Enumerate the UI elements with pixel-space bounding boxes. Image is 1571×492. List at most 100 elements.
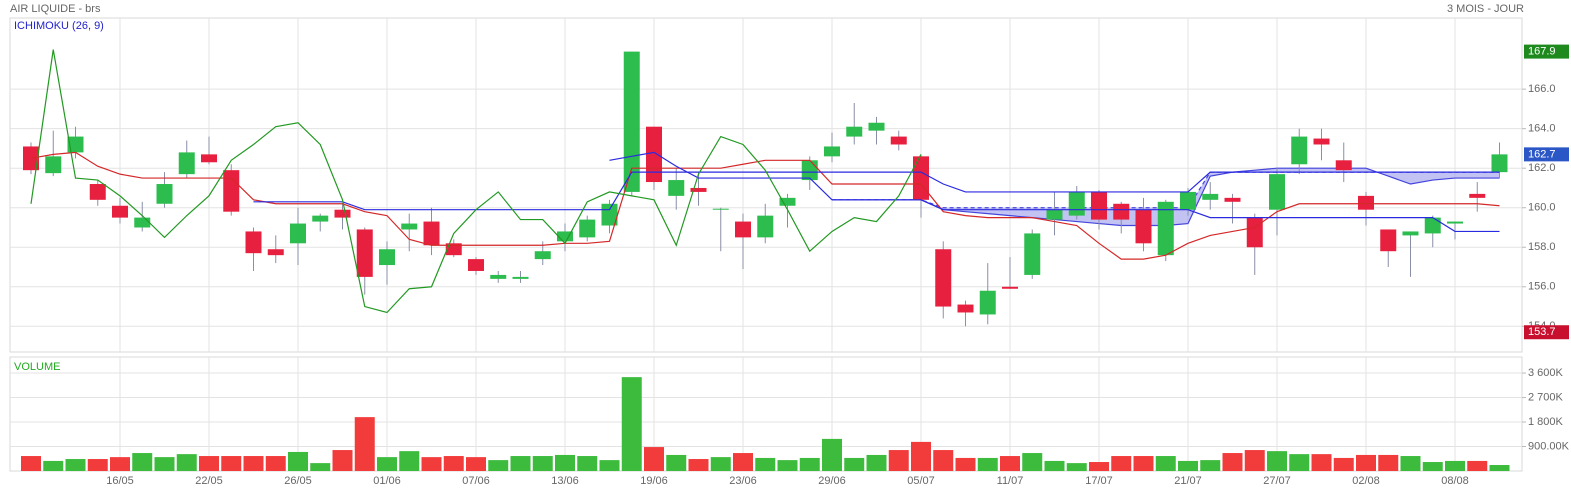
candle-body xyxy=(646,126,662,183)
indicator-label: ICHIMOKU (26, 9) xyxy=(14,20,104,32)
volume-bar xyxy=(354,417,375,471)
volume-bar xyxy=(43,460,64,471)
candle-body xyxy=(512,276,529,279)
volume-bar xyxy=(1155,456,1176,471)
volume-bar xyxy=(1178,460,1198,471)
cloud xyxy=(832,168,1500,226)
candle-body xyxy=(1291,136,1308,165)
volume-bar xyxy=(621,377,642,471)
x-tick-label: 23/06 xyxy=(729,475,757,487)
volume-bar xyxy=(644,447,664,471)
volume-bar xyxy=(288,451,308,471)
candle-body xyxy=(868,122,885,131)
volume-bar xyxy=(799,457,820,471)
candle-body xyxy=(534,251,551,260)
candle-body xyxy=(846,126,863,137)
candle-body xyxy=(379,249,395,266)
y-tick-label: 156.0 xyxy=(1528,281,1556,293)
candle-body xyxy=(134,217,151,228)
candle-body xyxy=(67,136,84,153)
volume-bar xyxy=(755,457,776,471)
candle-body xyxy=(824,146,840,157)
volume-bar xyxy=(955,457,976,471)
candle-body xyxy=(801,160,818,181)
candle-body xyxy=(156,184,173,204)
volume-bar xyxy=(1422,462,1443,471)
volume-bar xyxy=(488,460,509,471)
volume-bar xyxy=(1378,454,1399,471)
volume-bar xyxy=(933,450,954,471)
candle-body xyxy=(1113,203,1130,220)
y-tick-label: 164.0 xyxy=(1528,123,1556,135)
volume-bar xyxy=(199,456,219,471)
volume-bar xyxy=(176,454,197,471)
volume-bar xyxy=(577,456,598,471)
candle-body xyxy=(557,231,573,242)
candle-body xyxy=(890,136,907,145)
volume-bar xyxy=(110,457,130,471)
candle-body xyxy=(312,215,329,222)
candle-body xyxy=(1358,195,1374,210)
candle-body xyxy=(1491,154,1508,173)
volume-bar xyxy=(1489,465,1510,471)
candle-body xyxy=(89,184,106,200)
y-tick-label: 166.0 xyxy=(1528,83,1556,95)
volume-bar xyxy=(21,456,41,471)
candle-body xyxy=(1202,193,1219,200)
candle-body xyxy=(1224,197,1241,202)
candle-body xyxy=(445,243,462,256)
candle-body xyxy=(935,249,952,307)
candle-body xyxy=(1335,160,1352,171)
x-tick-label: 01/06 xyxy=(373,475,401,487)
x-tick-label: 21/07 xyxy=(1174,475,1202,487)
volume-bar xyxy=(532,456,553,471)
price-marker-label: 162.7 xyxy=(1528,148,1556,160)
grid xyxy=(10,18,1522,471)
candle-body xyxy=(112,205,128,218)
volume-bar xyxy=(243,456,264,471)
volume-bar xyxy=(1000,456,1020,471)
candle-body xyxy=(913,156,929,200)
candle-body xyxy=(712,208,729,210)
candle-body xyxy=(1469,193,1486,198)
price-marker-label: 167.9 xyxy=(1528,46,1556,58)
volume-bar xyxy=(599,460,620,471)
candle-body xyxy=(490,274,507,279)
candle-body xyxy=(334,209,351,218)
candle-body xyxy=(757,215,774,238)
labels: 154.0156.0158.0160.0162.0164.0166.016/05… xyxy=(106,44,1570,487)
x-tick-label: 11/07 xyxy=(997,475,1024,487)
y-tick-label: 900.00K xyxy=(1528,440,1570,452)
x-tick-label: 19/06 xyxy=(640,475,668,487)
period: 3 MOIS - JOUR xyxy=(1447,3,1524,15)
volume-bar xyxy=(1311,454,1332,471)
y-tick-label: 158.0 xyxy=(1528,241,1556,253)
volume-bar xyxy=(733,453,753,471)
volume-label: VOLUME xyxy=(14,361,60,373)
volume-bar xyxy=(65,459,86,471)
volume-bar xyxy=(399,451,420,471)
y-tick-label: 160.0 xyxy=(1528,202,1556,214)
candle-body xyxy=(1135,209,1152,244)
indicator-line xyxy=(30,49,922,314)
volume-bar xyxy=(1133,456,1154,471)
volume-bar xyxy=(822,438,842,471)
indicator-line xyxy=(30,151,1500,260)
indicator-line xyxy=(253,171,1500,211)
volume-bar xyxy=(377,457,397,471)
volume-bar xyxy=(1445,460,1465,471)
candle-body xyxy=(1380,229,1397,252)
candle-body xyxy=(401,223,418,230)
volume-bar xyxy=(132,453,153,471)
volume-bar xyxy=(1356,454,1376,471)
volume-bar xyxy=(888,450,909,471)
volume-bar xyxy=(844,457,865,471)
volume-bar xyxy=(87,459,108,471)
candle-body xyxy=(1402,231,1419,236)
volume-bar xyxy=(1222,453,1243,471)
volume-bar xyxy=(221,456,242,471)
candle-body xyxy=(1246,217,1263,248)
volume-bar xyxy=(1200,460,1221,471)
candle-body xyxy=(1157,201,1174,256)
volume-bar xyxy=(555,454,575,471)
